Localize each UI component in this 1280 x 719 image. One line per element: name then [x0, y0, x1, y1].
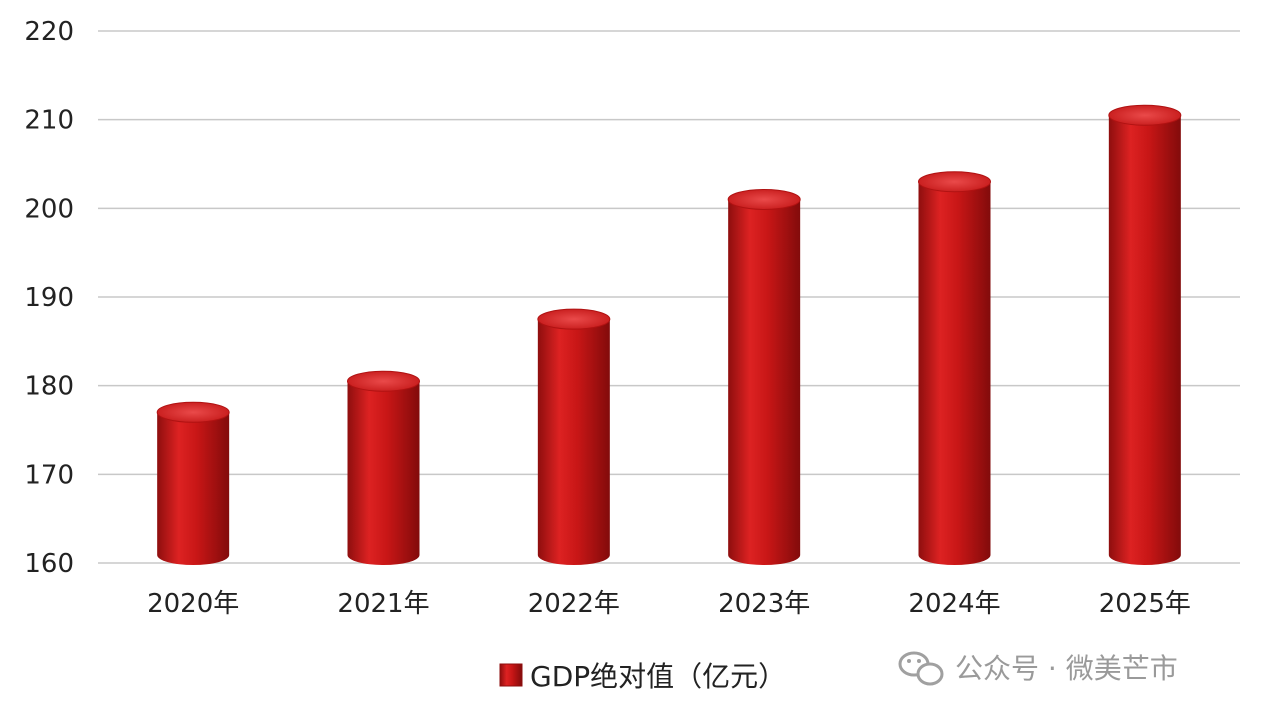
gridlines: [98, 30, 1240, 564]
bar: [347, 370, 420, 565]
x-tick-label: 2022年: [528, 589, 620, 619]
bar-body: [537, 319, 610, 565]
bar-top: [918, 171, 991, 193]
bar-body: [918, 181, 991, 565]
bar-top: [537, 308, 611, 330]
bar: [727, 188, 801, 565]
y-tick-label: 180: [24, 372, 74, 402]
bar-body: [728, 199, 801, 565]
bar-top: [156, 401, 230, 423]
bar: [156, 401, 230, 565]
y-tick-label: 200: [24, 194, 74, 224]
y-tick-label: 170: [24, 460, 74, 490]
bars: [156, 104, 1182, 565]
bar-top: [347, 370, 420, 392]
bar-body: [1108, 115, 1181, 565]
legend-swatch: [499, 663, 523, 687]
legend: GDP绝对值（亿元）: [499, 660, 786, 693]
x-tick-label: 2025年: [1099, 589, 1191, 619]
y-tick-label: 160: [24, 549, 74, 579]
wechat-icon: [898, 651, 944, 686]
x-tick-label: 2024年: [908, 589, 1000, 619]
bar-body: [347, 381, 420, 565]
bar: [537, 308, 611, 565]
x-tick-label: 2020年: [147, 589, 239, 619]
bar: [1108, 104, 1182, 565]
bar: [918, 171, 991, 565]
y-tick-label: 190: [24, 283, 74, 313]
y-tick-label: 220: [24, 17, 74, 47]
watermark: 公众号 · 微美芒市: [898, 651, 1178, 686]
y-tick-label: 210: [24, 106, 74, 136]
x-tick-label: 2021年: [337, 589, 429, 619]
legend-label: GDP绝对值（亿元）: [530, 660, 786, 693]
bar-top: [1108, 104, 1182, 126]
watermark-text: 公众号 · 微美芒市: [955, 652, 1178, 685]
y-axis: 160 170 180 190 200 210 220: [24, 17, 74, 579]
bar-top: [727, 188, 801, 210]
x-tick-label: 2023年: [718, 589, 810, 619]
bar-body: [157, 412, 230, 565]
x-axis: 2020年 2021年 2022年 2023年 2024年 2025年: [147, 589, 1191, 619]
